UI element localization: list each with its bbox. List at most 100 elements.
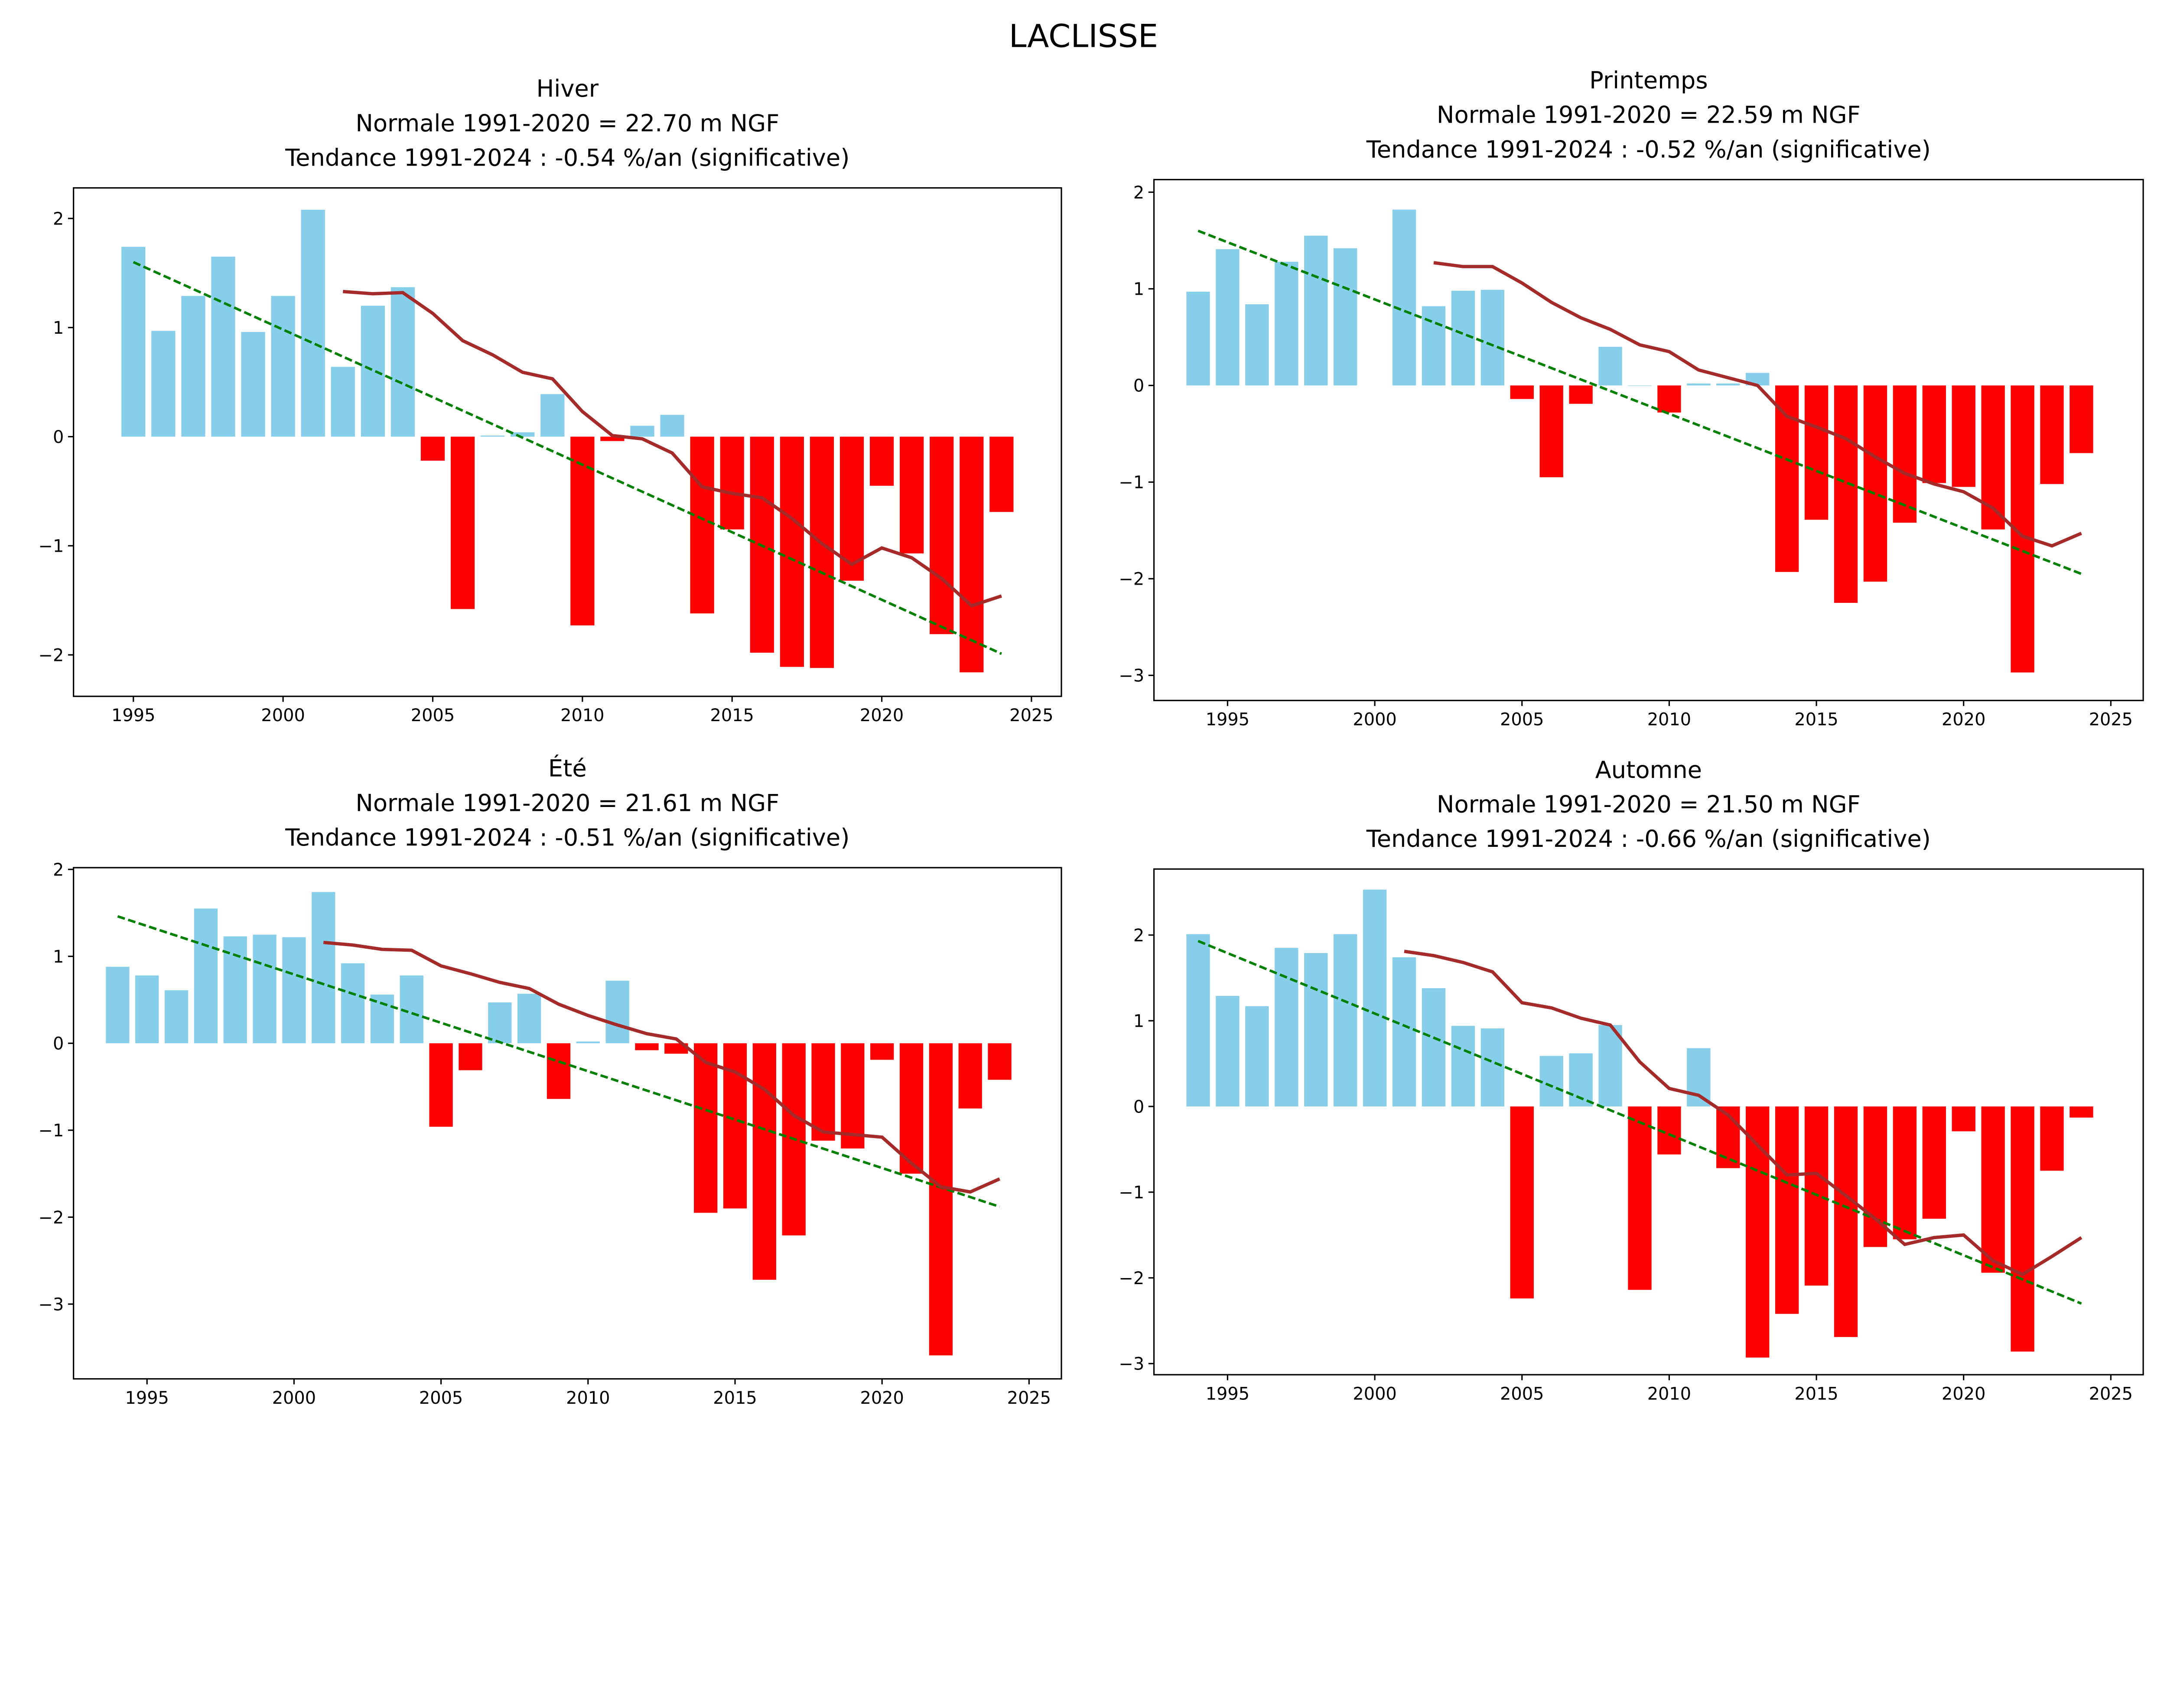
- subplot-title-line: Été: [548, 755, 587, 782]
- bar-2004: [1480, 1028, 1504, 1106]
- y-tick-label: −1: [1119, 1183, 1145, 1203]
- bar-2014: [1775, 385, 1799, 572]
- bar-1994: [1186, 292, 1210, 386]
- x-tick-label: 1995: [125, 1388, 169, 1408]
- bar-2007: [1569, 385, 1593, 404]
- bar-2016: [752, 1043, 776, 1280]
- bar-2024: [2069, 385, 2093, 453]
- bar-2005: [420, 436, 445, 461]
- x-tick-label: 2005: [1500, 1384, 1544, 1404]
- x-tick-label: 2000: [261, 706, 305, 725]
- bar-2020: [1952, 385, 1975, 487]
- y-tick-label: 1: [1133, 1012, 1144, 1031]
- x-tick-label: 2005: [1500, 710, 1544, 730]
- bar-2020: [870, 1043, 894, 1060]
- bar-2007: [481, 436, 505, 437]
- bar-2017: [780, 436, 804, 667]
- bar-2019: [1922, 1106, 1946, 1219]
- bar-2011: [605, 980, 629, 1044]
- bar-1996: [1245, 1006, 1269, 1106]
- y-tick-label: 0: [53, 1034, 64, 1054]
- bar-2012: [635, 1043, 659, 1051]
- axes-frame: [73, 187, 1062, 697]
- bar-2018: [811, 1043, 835, 1141]
- bar-2010: [1657, 385, 1681, 413]
- x-tick-label: 2010: [1647, 1384, 1691, 1404]
- y-tick-label: −2: [39, 1208, 64, 1228]
- bar-2008: [1598, 1025, 1622, 1106]
- bar-2020: [1952, 1106, 1975, 1132]
- bar-1997: [1275, 948, 1298, 1106]
- bar-2006: [450, 436, 475, 609]
- bar-2005: [1510, 1106, 1534, 1298]
- y-tick-label: 2: [53, 209, 64, 229]
- subplot-title-line: Tendance 1991-2024 : -0.52 %/an (signifi…: [1366, 136, 1931, 163]
- subplot-1: Printemps Normale 1991-2020 = 22.59 m NGF…: [1119, 67, 2144, 730]
- bar-2021: [1981, 1106, 2005, 1273]
- y-tick-label: −1: [1119, 473, 1145, 493]
- bar-2001: [301, 209, 325, 437]
- bar-2024: [2069, 1106, 2093, 1118]
- bar-2012: [630, 426, 654, 437]
- bar-2019: [841, 1043, 865, 1148]
- x-tick-label: 2020: [860, 706, 904, 725]
- bar-1999: [1333, 248, 1357, 386]
- bar-2002: [341, 963, 365, 1044]
- subplot-title-line: Tendance 1991-2024 : -0.66 %/an (signifi…: [1366, 825, 1931, 852]
- bar-2008: [517, 993, 541, 1044]
- x-tick-label: 2015: [1794, 710, 1838, 730]
- subplot-3: Automne Normale 1991-2020 = 21.50 m NGF Te…: [1119, 756, 2144, 1404]
- bar-2006: [1539, 385, 1563, 478]
- bar-2020: [869, 436, 894, 486]
- bar-2011: [1687, 1048, 1711, 1106]
- bar-2008: [511, 432, 535, 437]
- bar-1997: [181, 296, 205, 437]
- bar-2023: [2040, 385, 2064, 484]
- bar-2004: [1480, 290, 1504, 386]
- bar-2014: [690, 436, 714, 614]
- x-tick-label: 2015: [1794, 1384, 1838, 1404]
- x-tick-label: 2025: [2089, 710, 2133, 730]
- bar-1998: [1304, 235, 1328, 386]
- x-tick-label: 2005: [419, 1388, 463, 1408]
- bar-2018: [810, 436, 834, 668]
- bar-1997: [1275, 261, 1298, 386]
- bar-2016: [1834, 1106, 1858, 1337]
- subplot-title-line: Printemps: [1589, 67, 1708, 94]
- subplot-title-line: Tendance 1991-2024 : -0.51 %/an (signifi…: [285, 824, 849, 851]
- x-tick-label: 2020: [1942, 710, 1985, 730]
- axes-frame: [73, 867, 1062, 1380]
- bar-2017: [1863, 385, 1887, 582]
- axes-frame: [1153, 179, 2144, 701]
- x-tick-label: 2010: [1647, 710, 1691, 730]
- bar-2009: [540, 394, 565, 437]
- bar-2009: [547, 1043, 571, 1099]
- x-tick-label: 2015: [713, 1388, 757, 1408]
- x-tick-label: 2000: [272, 1388, 316, 1408]
- bar-2011: [1687, 383, 1711, 386]
- bar-1999: [1333, 934, 1357, 1106]
- bar-2021: [899, 1043, 924, 1174]
- trend-line: [1197, 940, 2082, 1305]
- y-tick-label: −2: [1119, 569, 1145, 589]
- bar-2023: [960, 436, 984, 673]
- y-tick-label: −3: [39, 1295, 64, 1314]
- bar-1996: [1245, 304, 1269, 386]
- bar-1996: [151, 331, 176, 437]
- bar-2013: [1746, 1106, 1770, 1358]
- bar-2003: [361, 306, 385, 437]
- bar-2003: [1451, 1026, 1475, 1106]
- bar-2000: [1363, 889, 1387, 1106]
- moving-average-line: [1433, 261, 2082, 548]
- bar-2014: [694, 1043, 718, 1213]
- bar-2011: [600, 436, 625, 441]
- bar-2001: [1392, 957, 1416, 1106]
- subplot-2: Été Normale 1991-2020 = 21.61 m NGF Tendan…: [39, 755, 1062, 1408]
- bar-2015: [1804, 385, 1829, 520]
- bar-1999: [253, 934, 277, 1044]
- bar-2018: [1893, 385, 1917, 523]
- subplot-title-line: Normale 1991-2020 = 22.59 m NGF: [1437, 101, 1861, 129]
- trend-line: [133, 261, 1002, 655]
- y-tick-label: 1: [1133, 280, 1144, 299]
- x-tick-label: 2010: [560, 706, 604, 725]
